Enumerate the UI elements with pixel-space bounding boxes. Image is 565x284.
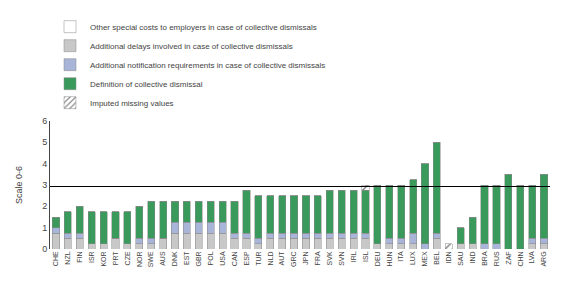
- svg-text:ISL: ISL: [362, 251, 369, 262]
- svg-text:IDN: IDN: [445, 251, 452, 263]
- svg-text:PRT: PRT: [112, 251, 119, 266]
- svg-text:JPN: JPN: [302, 251, 309, 264]
- svg-text:ARG: ARG: [540, 251, 547, 266]
- svg-text:Definition of collective dismi: Definition of collective dismissal: [90, 80, 203, 89]
- svg-text:NZL: NZL: [64, 251, 71, 264]
- svg-text:0: 0: [42, 244, 47, 254]
- svg-text:3: 3: [42, 180, 47, 190]
- svg-text:1: 1: [42, 223, 47, 233]
- svg-text:SVN: SVN: [338, 251, 345, 265]
- svg-text:AUS: AUS: [159, 251, 166, 266]
- svg-text:ITA: ITA: [397, 251, 404, 262]
- svg-text:6: 6: [42, 116, 47, 126]
- svg-text:MEX: MEX: [421, 251, 428, 267]
- svg-text:FIN: FIN: [76, 251, 83, 262]
- svg-text:ISR: ISR: [88, 251, 95, 263]
- svg-text:SVK: SVK: [326, 251, 333, 265]
- svg-text:Additional delays involved in: Additional delays involved in case of co…: [90, 42, 293, 51]
- svg-text:NLD: NLD: [267, 251, 274, 265]
- svg-text:CAN: CAN: [231, 251, 238, 266]
- svg-text:ZAF: ZAF: [505, 251, 512, 264]
- svg-text:AUT: AUT: [278, 251, 285, 266]
- svg-text:HUN: HUN: [386, 251, 393, 266]
- svg-text:GRC: GRC: [290, 251, 297, 267]
- svg-text:TUR: TUR: [255, 251, 262, 265]
- svg-text:CHE: CHE: [52, 251, 59, 266]
- svg-text:CHN: CHN: [517, 251, 524, 266]
- svg-text:CZE: CZE: [124, 251, 131, 265]
- svg-text:SWE: SWE: [147, 251, 154, 267]
- svg-text:Scale 0-6: Scale 0-6: [14, 166, 24, 204]
- svg-text:NOR: NOR: [136, 251, 143, 267]
- svg-text:FRA: FRA: [314, 251, 321, 265]
- svg-text:2: 2: [42, 201, 47, 211]
- svg-text:Imputed missing values: Imputed missing values: [90, 99, 174, 108]
- svg-text:DNK: DNK: [171, 251, 178, 266]
- svg-text:IRL: IRL: [350, 251, 357, 262]
- svg-text:BEL: BEL: [433, 251, 440, 264]
- svg-text:LVA: LVA: [528, 251, 535, 264]
- svg-text:USA: USA: [219, 251, 226, 266]
- svg-text:5: 5: [42, 137, 47, 147]
- svg-text:GBR: GBR: [195, 251, 202, 266]
- svg-text:RUS: RUS: [493, 251, 500, 266]
- svg-text:ESP: ESP: [243, 251, 250, 265]
- svg-text:KOR: KOR: [100, 251, 107, 266]
- svg-text:4: 4: [42, 159, 47, 169]
- svg-text:BRA: BRA: [481, 251, 488, 266]
- svg-text:EST: EST: [183, 251, 190, 265]
- svg-text:POL: POL: [207, 251, 214, 265]
- svg-text:LUX: LUX: [409, 251, 416, 265]
- svg-text:SAU: SAU: [457, 251, 464, 265]
- svg-text:Additional notification requir: Additional notification requirements in …: [90, 61, 325, 70]
- svg-text:IND: IND: [469, 251, 476, 263]
- svg-text:DEU: DEU: [374, 251, 381, 266]
- svg-text:Other special costs to employe: Other special costs to employers in case…: [90, 23, 317, 32]
